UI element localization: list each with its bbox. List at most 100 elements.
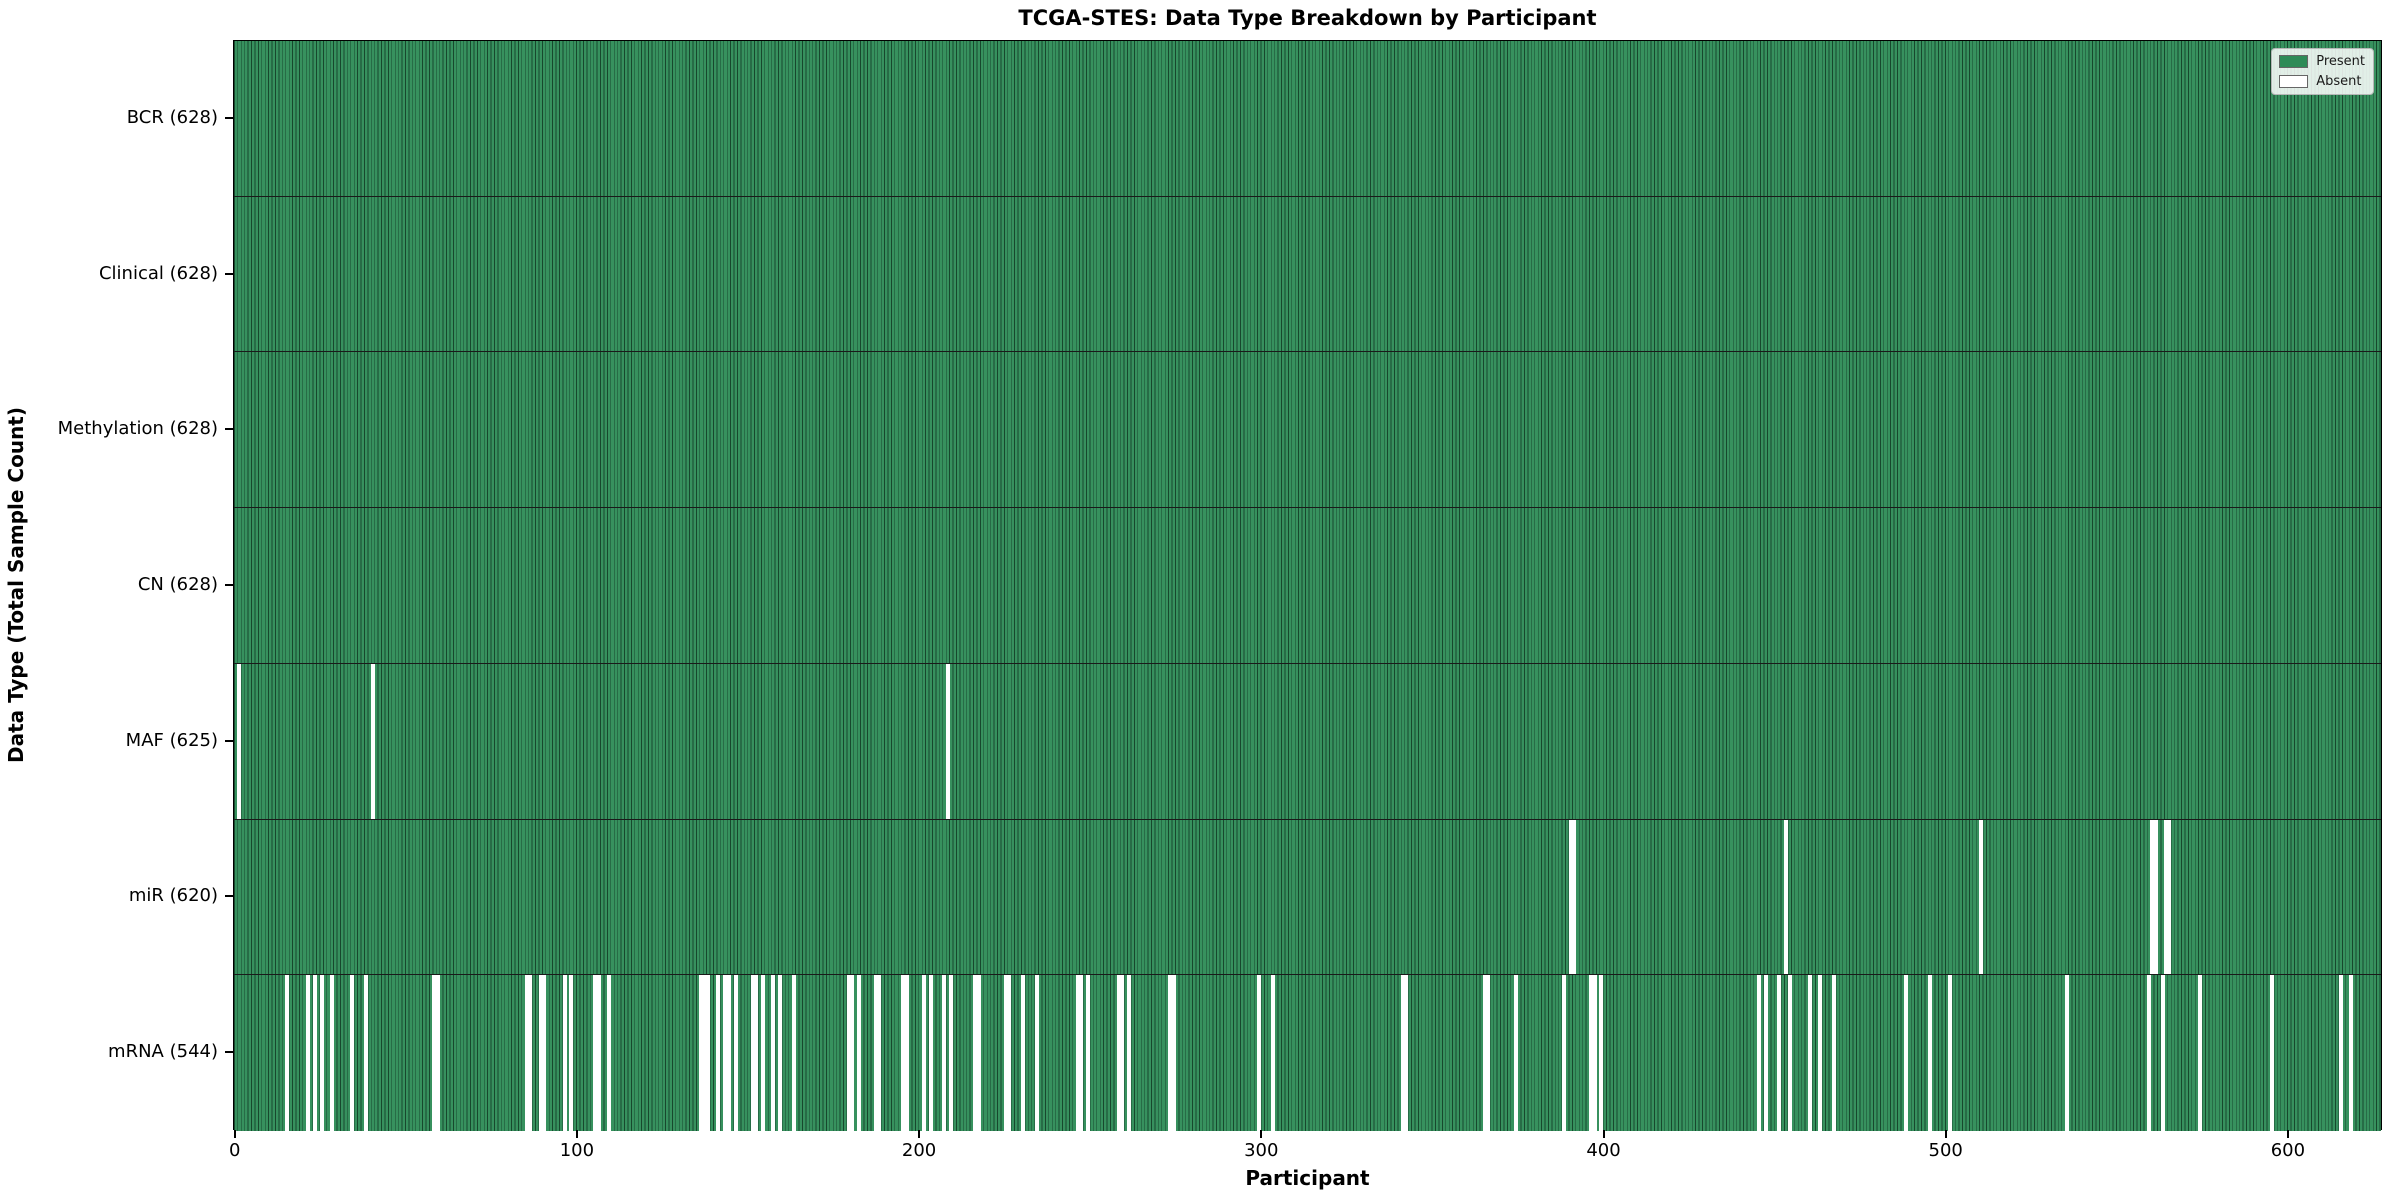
absent-bar <box>1568 819 1573 975</box>
absent-bar <box>702 975 707 1131</box>
legend-label-absent: Absent <box>2316 74 2362 89</box>
absent-bar <box>1007 975 1012 1131</box>
y-tick-label-miR: miR (620) <box>128 885 218 907</box>
absent-bar <box>2146 975 2151 1131</box>
y-tick-mark <box>225 1051 233 1054</box>
absent-bar <box>1486 975 1491 1131</box>
absent-bar <box>312 975 317 1131</box>
x-tick-mark <box>1602 1130 1605 1138</box>
absent-bar <box>921 975 926 1131</box>
absent-bar <box>1818 975 1823 1131</box>
chart-row-Clinical <box>234 196 2381 353</box>
absent-bar <box>1120 975 1125 1131</box>
absent-swatch <box>2279 75 2309 88</box>
absent-bar <box>771 975 776 1131</box>
absent-bar <box>528 975 533 1131</box>
absent-bar <box>706 975 711 1131</box>
absent-bar <box>1086 975 1091 1131</box>
y-tick-mark <box>225 116 233 119</box>
absent-bar <box>928 975 933 1131</box>
y-tick-label-mRNA: mRNA (544) <box>108 1041 218 1063</box>
absent-bar <box>901 975 906 1131</box>
plot-area: Present Absent <box>233 40 2382 1131</box>
absent-bar <box>1400 975 1405 1131</box>
absent-bar <box>1832 975 1837 1131</box>
absent-bar <box>2167 819 2172 975</box>
absent-bar <box>856 975 861 1131</box>
y-tick-mark <box>225 272 233 275</box>
absent-bar <box>329 975 334 1131</box>
absent-bar <box>1168 975 1173 1131</box>
absent-bar <box>1171 975 1176 1131</box>
absent-bar <box>750 975 755 1131</box>
absent-bar <box>596 975 601 1131</box>
absent-bar <box>524 975 529 1131</box>
absent-bar <box>1763 975 1768 1131</box>
absent-bar <box>1927 975 1932 1131</box>
absent-bar <box>1021 975 1026 1131</box>
absent-bar <box>973 975 978 1131</box>
absent-bar <box>1592 975 1597 1131</box>
absent-bar <box>1571 819 1576 975</box>
chart-row-MAF <box>234 663 2381 820</box>
absent-bar <box>1034 975 1039 1131</box>
absent-bar <box>606 975 611 1131</box>
x-tick-label-500: 500 <box>1928 1140 1963 1161</box>
absent-bar <box>904 975 909 1131</box>
x-tick-mark <box>1944 1130 1947 1138</box>
x-tick-mark <box>1260 1130 1263 1138</box>
present-swatch <box>2279 55 2309 68</box>
x-tick-label-200: 200 <box>901 1140 937 1161</box>
absent-bar <box>726 975 731 1131</box>
absent-bar <box>1127 975 1132 1131</box>
x-tick-mark <box>2286 1130 2289 1138</box>
absent-bar <box>1756 975 1761 1131</box>
absent-bar <box>370 663 375 819</box>
x-tick-mark <box>918 1130 921 1138</box>
absent-bar <box>791 975 796 1131</box>
absent-bar <box>1003 975 1008 1131</box>
x-tick-label-600: 600 <box>2270 1140 2306 1161</box>
absent-bar <box>849 975 854 1131</box>
absent-bar <box>1589 975 1594 1131</box>
absent-bar <box>778 975 783 1131</box>
absent-bar <box>1079 975 1084 1131</box>
y-tick-label-Clinical: Clinical (628) <box>98 262 218 284</box>
chart-title: TCGA-STES: Data Type Breakdown by Partic… <box>1018 6 1597 30</box>
chart-row-CN <box>234 508 2381 664</box>
absent-bar <box>1116 975 1121 1131</box>
absent-bar <box>305 975 310 1131</box>
y-tick-label-MAF: MAF (625) <box>125 729 218 751</box>
x-tick-mark <box>233 1130 236 1138</box>
absent-bar <box>942 975 947 1131</box>
absent-bar <box>723 975 728 1131</box>
absent-bar <box>976 975 981 1131</box>
chart-row-BCR <box>234 41 2381 197</box>
absent-bar <box>2348 975 2353 1131</box>
legend-label-present: Present <box>2316 54 2365 69</box>
absent-bar <box>2160 975 2165 1131</box>
absent-bar <box>846 975 851 1131</box>
y-tick-mark <box>225 584 233 586</box>
legend-entry-present: Present <box>2279 54 2365 69</box>
absent-bar <box>1787 975 1792 1131</box>
absent-bar <box>593 975 598 1131</box>
absent-bar <box>541 975 546 1131</box>
absent-bar <box>1404 975 1409 1131</box>
chart-row-mRNA <box>234 975 2381 1131</box>
absent-bar <box>1270 975 1275 1131</box>
absent-bar <box>2064 975 2069 1131</box>
x-tick-label-400: 400 <box>1586 1140 1621 1161</box>
absent-bar <box>562 975 567 1131</box>
absent-bar <box>237 663 242 819</box>
absent-bar <box>1777 975 1782 1131</box>
absent-bar <box>754 975 759 1131</box>
x-tick-label-300: 300 <box>1244 1140 1279 1161</box>
absent-bar <box>432 975 437 1131</box>
y-tick-label-CN: CN (628) <box>137 574 218 595</box>
absent-bar <box>760 975 765 1131</box>
absent-bar <box>877 975 882 1131</box>
absent-bar <box>716 975 721 1131</box>
absent-bar <box>1513 975 1518 1131</box>
